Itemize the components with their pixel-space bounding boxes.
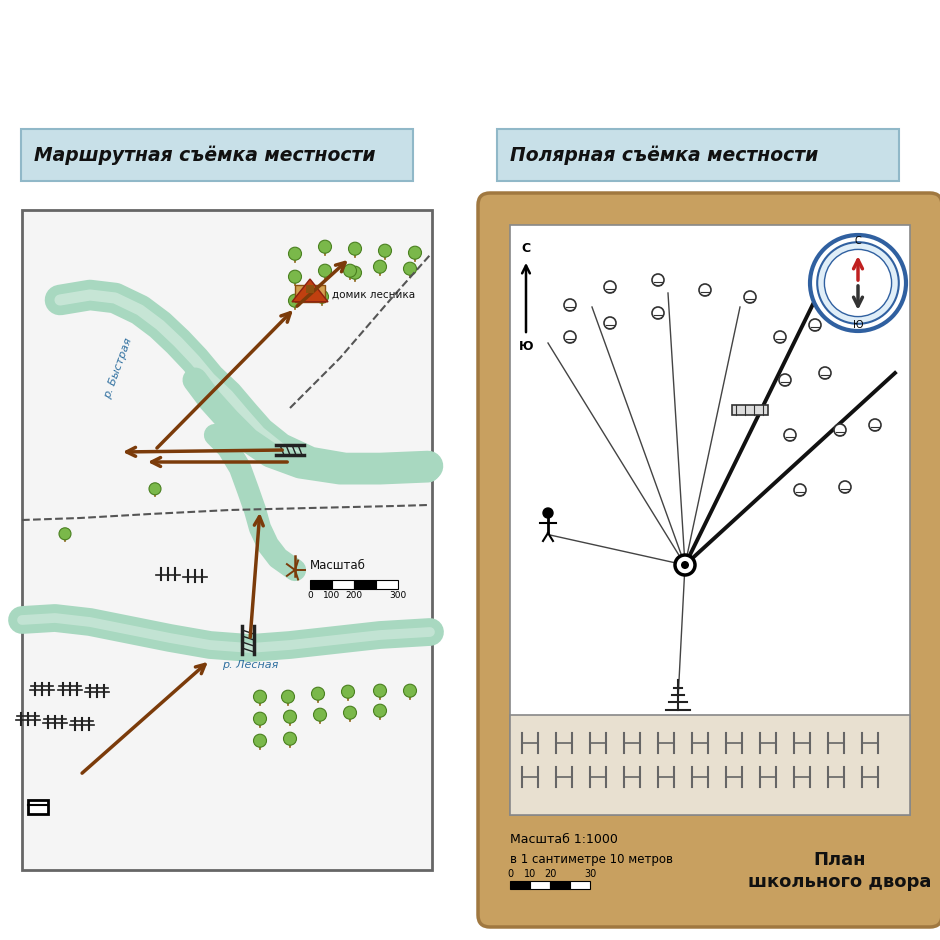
Circle shape (341, 685, 354, 698)
Circle shape (543, 508, 553, 518)
Circle shape (373, 260, 386, 274)
Text: Масштаб: Масштаб (310, 559, 366, 572)
Bar (22, 210, 432, 870)
Circle shape (810, 235, 906, 331)
Circle shape (844, 311, 856, 323)
Text: р. Лесная: р. Лесная (222, 660, 278, 670)
Circle shape (254, 734, 267, 747)
FancyBboxPatch shape (21, 129, 413, 181)
Circle shape (819, 367, 831, 379)
Circle shape (564, 331, 576, 343)
Polygon shape (292, 279, 328, 302)
Text: Ю: Ю (519, 340, 533, 353)
FancyBboxPatch shape (497, 129, 899, 181)
FancyBboxPatch shape (478, 193, 940, 927)
Circle shape (744, 291, 756, 303)
Circle shape (869, 419, 881, 431)
Text: С: С (854, 236, 861, 245)
Bar (306, 285, 314, 293)
Text: в 1 сантиметре 10 метров: в 1 сантиметре 10 метров (510, 853, 673, 866)
Circle shape (149, 483, 161, 494)
Text: домик лесника: домик лесника (332, 290, 415, 300)
Text: 100: 100 (323, 591, 340, 600)
Circle shape (604, 281, 616, 293)
Circle shape (839, 481, 851, 493)
Circle shape (284, 711, 296, 723)
Bar (570, 881, 590, 889)
Circle shape (289, 294, 302, 307)
Circle shape (319, 241, 332, 253)
Circle shape (349, 266, 362, 279)
Text: 0: 0 (507, 869, 513, 879)
Text: 0: 0 (307, 591, 313, 600)
Text: 200: 200 (345, 591, 363, 600)
Circle shape (604, 317, 616, 329)
Bar (376, 580, 398, 589)
Circle shape (281, 690, 294, 703)
Text: План
школьного двора: План школьного двора (748, 851, 932, 891)
Text: 20: 20 (544, 869, 556, 879)
Circle shape (289, 270, 302, 283)
Circle shape (403, 262, 416, 275)
Circle shape (652, 307, 664, 319)
Circle shape (373, 704, 386, 717)
Circle shape (316, 290, 328, 304)
Circle shape (403, 684, 416, 697)
Bar (510, 715, 910, 815)
Text: 300: 300 (389, 591, 407, 600)
Circle shape (284, 732, 296, 745)
Circle shape (319, 264, 332, 277)
Circle shape (774, 331, 786, 343)
Circle shape (343, 706, 356, 719)
Text: Маршрутная съёмка местности: Маршрутная съёмка местности (34, 146, 375, 164)
Bar (354, 580, 376, 589)
Circle shape (59, 527, 71, 540)
Circle shape (794, 484, 806, 496)
Circle shape (834, 424, 846, 436)
Circle shape (314, 708, 326, 721)
Circle shape (409, 246, 421, 259)
Circle shape (817, 243, 899, 323)
Circle shape (254, 713, 267, 725)
Text: Полярная съёмка местности: Полярная съёмка местности (510, 146, 818, 164)
Bar (332, 580, 354, 589)
Bar (732, 405, 768, 415)
Circle shape (254, 690, 267, 703)
Text: Ю: Ю (853, 321, 863, 330)
Bar (28, 800, 48, 814)
Circle shape (675, 555, 695, 575)
Circle shape (652, 274, 664, 286)
Bar (510, 881, 530, 889)
Text: С: С (522, 242, 530, 255)
Circle shape (343, 264, 356, 277)
Bar (530, 881, 550, 889)
Circle shape (681, 561, 689, 569)
Circle shape (379, 244, 391, 258)
Text: Масштаб 1:1000: Масштаб 1:1000 (510, 833, 618, 846)
Circle shape (824, 249, 892, 317)
Text: р. Быстрая: р. Быстрая (102, 337, 133, 400)
Circle shape (564, 299, 576, 311)
Circle shape (784, 429, 796, 441)
Bar (550, 881, 570, 889)
Circle shape (349, 243, 362, 255)
Circle shape (289, 247, 302, 260)
Bar (310, 580, 332, 589)
Circle shape (699, 284, 711, 296)
Text: 10: 10 (524, 869, 536, 879)
Circle shape (779, 374, 791, 386)
Circle shape (311, 687, 324, 700)
Text: 30: 30 (584, 869, 596, 879)
Bar (295, 285, 325, 302)
Circle shape (373, 684, 386, 697)
Circle shape (809, 319, 821, 331)
FancyBboxPatch shape (510, 225, 910, 815)
